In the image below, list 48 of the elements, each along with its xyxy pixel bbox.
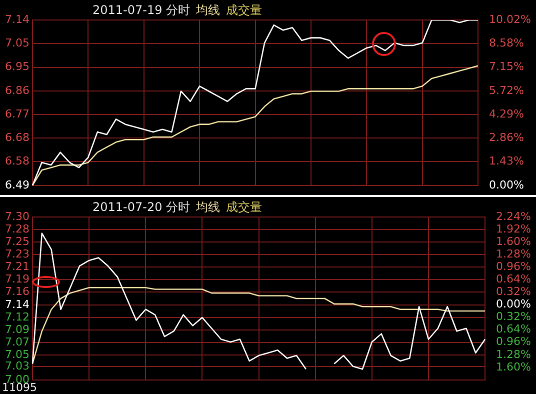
y-tick-label: 7.23 <box>4 247 30 260</box>
y-tick-label: 7.16 <box>4 284 30 298</box>
y-tick-label: 6.49 <box>4 178 30 192</box>
y2-tick-label: 2.24% <box>496 210 532 223</box>
y2-tick-label: 0.64% <box>496 322 532 336</box>
y-tick-label: 7.25 <box>4 234 30 248</box>
y2-tick-label: 1.28% <box>496 247 532 260</box>
y-tick-label: 7.14 <box>4 298 30 311</box>
y-tick-label: 7.05 <box>4 36 30 50</box>
y-tick-label: 7.03 <box>4 359 30 372</box>
y2-tick-label: 1.92% <box>496 222 532 236</box>
y2-tick-label: 0.64% <box>496 272 532 286</box>
y-tick-label: 6.68 <box>4 130 30 144</box>
y2-tick-label: 5.72% <box>489 84 524 97</box>
y2-tick-label: 0.00% <box>496 298 532 311</box>
y2-tick-label: 1.28% <box>496 348 532 361</box>
y-tick-label: 6.77 <box>4 107 30 120</box>
y-tick-label: 6.86 <box>4 84 30 97</box>
y2-tick-label: 0.00% <box>489 178 524 192</box>
y2-tick-label: 10.02% <box>489 12 532 26</box>
text: 成交量 <box>226 3 262 17</box>
chart-title: 2011-07-20 分时 <box>92 200 190 214</box>
y2-tick-label: 1.60% <box>496 234 532 248</box>
y2-tick-label: 8.58% <box>489 36 524 50</box>
y2-tick-label: 0.32% <box>496 285 532 298</box>
y2-tick-label: 7.15% <box>489 60 524 74</box>
y-tick-label: 6.58 <box>4 154 30 168</box>
y-tick-label: 7.14 <box>4 12 30 26</box>
chart-title: 2011-07-19 分时 <box>92 3 190 17</box>
text: 均线 <box>196 200 220 214</box>
y2-tick-label: 1.43% <box>489 154 524 168</box>
y2-tick-label: 4.29% <box>489 107 524 120</box>
y2-tick-label: 0.96% <box>496 335 532 348</box>
y-tick-label: 7.21 <box>4 260 30 273</box>
y-tick-label: 7.07 <box>4 335 30 348</box>
y-tick-label: 7.30 <box>4 210 30 223</box>
y2-tick-label: 1.60% <box>496 360 532 374</box>
y2-tick-label: 0.32% <box>496 310 532 324</box>
y2-tick-label: 2.86% <box>489 131 524 144</box>
y-tick-label: 7.19 <box>4 272 30 286</box>
y2-tick-label: 0.96% <box>496 260 532 274</box>
y-tick-label: 7.12 <box>4 310 30 324</box>
y-tick-label: 6.95 <box>4 60 30 74</box>
text: 均线 <box>196 3 220 17</box>
text: 成交量 <box>226 200 262 214</box>
y-tick-label: 7.28 <box>4 222 30 236</box>
y-tick-label: 7.09 <box>4 322 30 336</box>
y-tick-label: 7.05 <box>4 348 30 361</box>
